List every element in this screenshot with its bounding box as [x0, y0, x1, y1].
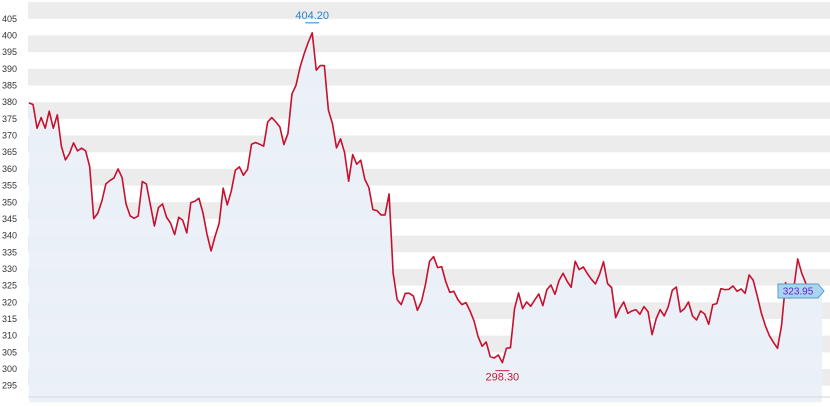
grid-band [28, 102, 830, 119]
y-tick-label: 335 [2, 247, 17, 257]
y-tick-label: 295 [2, 381, 17, 391]
y-tick-label: 400 [2, 31, 17, 41]
grid-band [28, 135, 830, 153]
y-tick-label: 370 [2, 131, 17, 141]
grid-band [28, 168, 830, 186]
last-value-label: 323.95 [783, 286, 814, 297]
y-tick-label: 405 [2, 14, 17, 24]
y-tick-label: 330 [2, 264, 17, 274]
y-tick-label: 345 [2, 214, 17, 224]
y-tick-label: 360 [2, 164, 17, 174]
series-area [29, 32, 822, 403]
last-value-flag: 323.95 [777, 283, 825, 299]
y-tick-label: 305 [2, 347, 17, 357]
y-tick-label: 380 [2, 97, 17, 107]
series-line [28, 32, 823, 364]
y-tick-label: 375 [2, 114, 17, 124]
y-tick-label: 310 [2, 331, 17, 341]
max-value-label: 404.20 [295, 10, 329, 22]
grid-band [28, 35, 830, 53]
max-annotation: 404.20 [295, 10, 329, 24]
y-tick-label: 325 [2, 281, 17, 291]
y-tick-label: 365 [2, 147, 17, 157]
y-tick-label: 355 [2, 181, 17, 191]
y-tick-label: 390 [2, 64, 17, 74]
grid-band [28, 68, 830, 86]
min-annotation: 298.30 [486, 370, 520, 384]
y-tick-label: 395 [2, 47, 17, 57]
min-value-label: 298.30 [486, 372, 520, 384]
y-tick-label: 300 [2, 364, 17, 374]
y-axis: 295 300 305 310 315 320 325 330 335 340 345 350 355 3… [2, 14, 17, 391]
y-tick-label: 340 [2, 231, 17, 241]
grid-band [28, 2, 830, 19]
y-tick-label: 385 [2, 81, 17, 91]
last-value-box [777, 283, 825, 299]
y-tick-label: 320 [2, 297, 17, 307]
y-tick-label: 350 [2, 197, 17, 207]
y-tick-label: 315 [2, 314, 17, 324]
